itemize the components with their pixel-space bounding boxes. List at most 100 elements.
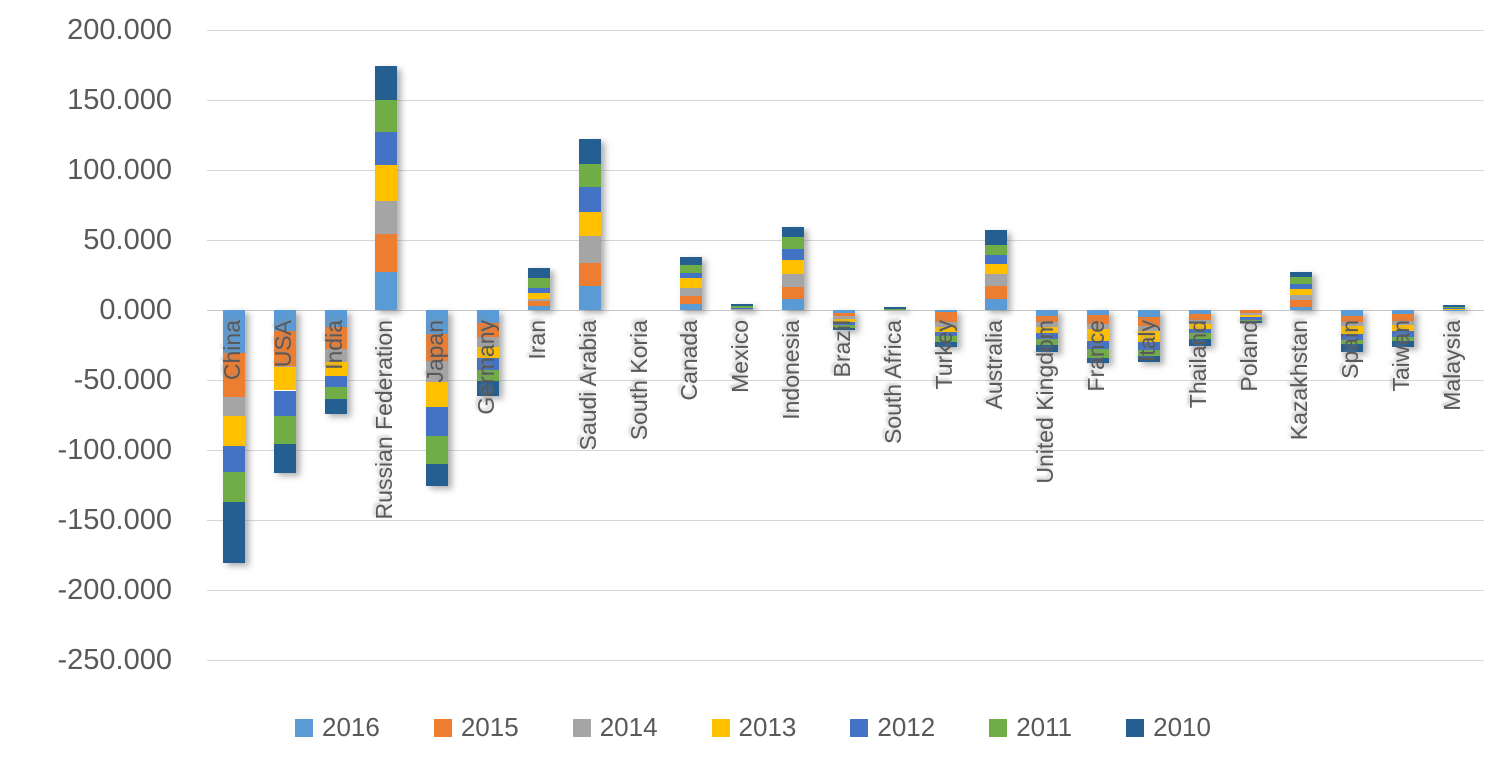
bar-segment-2011: [426, 435, 449, 464]
category-label: Italy: [1133, 320, 1160, 363]
bar-segment-2014: [1392, 321, 1415, 325]
bar-segment-2013: [985, 264, 1008, 275]
category-label: Japan: [422, 320, 449, 383]
bar-segment-2013: [375, 164, 398, 202]
bar-segment-2011: [1239, 319, 1262, 322]
category-label: China: [219, 320, 245, 381]
legend-item-2016: 2016: [295, 712, 380, 743]
bar-segment-2012: [832, 322, 855, 325]
bar-segment-2015: [1087, 315, 1110, 325]
y-axis-label: -250.000: [57, 644, 173, 676]
bar-poland: [1239, 310, 1262, 324]
bar-segment-2014: [223, 396, 245, 417]
bar-spain: [1341, 310, 1364, 352]
category-label: Malaysia: [1438, 320, 1465, 411]
legend-item-2013: 2013: [711, 712, 796, 743]
bar-usa: [273, 310, 296, 474]
bar-segment-2014: [426, 360, 449, 383]
bar-segment-2014: [578, 236, 601, 263]
bar-segment-2010: [985, 229, 1008, 245]
y-axis-label: 150.000: [67, 84, 172, 116]
bar-segment-2011: [832, 324, 855, 328]
bar-segment-2011: [1137, 350, 1160, 356]
y-axis-label: -50.000: [73, 364, 172, 396]
bar-segment-2011: [1036, 339, 1059, 346]
bar-segment-2015: [1137, 316, 1160, 326]
bar-segment-2014: [375, 201, 398, 234]
legend-label: 2015: [460, 712, 519, 742]
gridline: [207, 100, 1484, 101]
bar-segment-2011: [1188, 333, 1211, 339]
y-axis-label: 100.000: [67, 154, 172, 186]
bar-segment-2013: [223, 416, 245, 446]
bar-thailand: [1188, 310, 1211, 346]
bar-segment-2016: [1137, 310, 1160, 317]
bar-segment-2010: [324, 398, 347, 414]
bar-segment-2012: [1036, 333, 1059, 340]
legend-label: 2012: [877, 712, 936, 742]
bar-italy: [1137, 310, 1160, 363]
category-label: Brazil: [828, 320, 855, 378]
bar-segment-2015: [985, 286, 1008, 300]
bar-segment-2010: [1442, 304, 1465, 308]
category-label: Poland: [1235, 320, 1262, 392]
bar-segment-2014: [1087, 324, 1110, 330]
gridline: [207, 380, 1484, 381]
legend-swatch-icon: [989, 718, 1008, 737]
bar-segment-2014: [1137, 325, 1160, 331]
bar-segment-2013: [1137, 330, 1160, 342]
bar-segment-2012: [375, 132, 398, 165]
bar-segment-2014: [680, 288, 703, 296]
bar-segment-2014: [832, 316, 855, 319]
bar-segment-2015: [832, 313, 855, 317]
bar-segment-2011: [223, 472, 245, 502]
legend-swatch-icon: [850, 718, 869, 737]
y-axis-label: 50.000: [83, 224, 172, 256]
bar-segment-2013: [782, 260, 805, 275]
y-axis-label: -150.000: [57, 504, 173, 536]
bar-segment-2011: [527, 278, 550, 289]
bar-china: [223, 310, 245, 564]
bar-brazil: [832, 310, 855, 330]
bar-segment-2013: [1239, 314, 1262, 318]
bar-segment-2012: [527, 288, 550, 294]
category-label: Mexico: [727, 320, 754, 393]
bar-segment-2015: [1188, 314, 1211, 320]
bar-segment-2011: [477, 369, 500, 382]
bar-segment-2011: [1442, 307, 1465, 309]
bar-segment-2012: [1188, 328, 1211, 334]
bar-segment-2015: [527, 300, 550, 306]
bar-segment-2013: [1188, 324, 1211, 329]
bar-segment-2012: [1341, 333, 1364, 340]
bar-japan: [426, 310, 449, 486]
bar-segment-2013: [477, 346, 500, 359]
category-label: Turkey: [930, 320, 957, 390]
bar-segment-2015: [934, 311, 957, 323]
bar-segment-2016: [832, 310, 855, 314]
bar-segment-2010: [477, 381, 500, 397]
bar-segment-2015: [1392, 313, 1415, 322]
bar-segment-2012: [1239, 317, 1262, 320]
gridline: [207, 450, 1484, 451]
bar-segment-2016: [1036, 310, 1059, 317]
gridline: [207, 590, 1484, 591]
gridline: [207, 30, 1484, 31]
bar-segment-2010: [1239, 321, 1262, 324]
bar-segment-2011: [375, 99, 398, 133]
bar-turkey: [934, 310, 957, 348]
category-label: Russian Federation: [371, 320, 398, 520]
bar-segment-2013: [324, 362, 347, 376]
bar-segment-2016: [782, 299, 805, 310]
bar-segment-2011: [578, 163, 601, 187]
category-label: USA: [269, 320, 296, 368]
bar-segment-2012: [1290, 284, 1313, 290]
category-label: Iran: [523, 320, 550, 360]
gridline: [207, 170, 1484, 171]
bar-segment-2014: [273, 366, 296, 367]
bar-segment-2014: [1341, 322, 1364, 326]
bar-segment-2012: [934, 331, 957, 337]
bar-segment-2016: [426, 310, 449, 334]
y-axis-label: 200.000: [67, 14, 172, 46]
bar-segment-2012: [731, 307, 754, 309]
category-label: Australia: [981, 320, 1008, 410]
